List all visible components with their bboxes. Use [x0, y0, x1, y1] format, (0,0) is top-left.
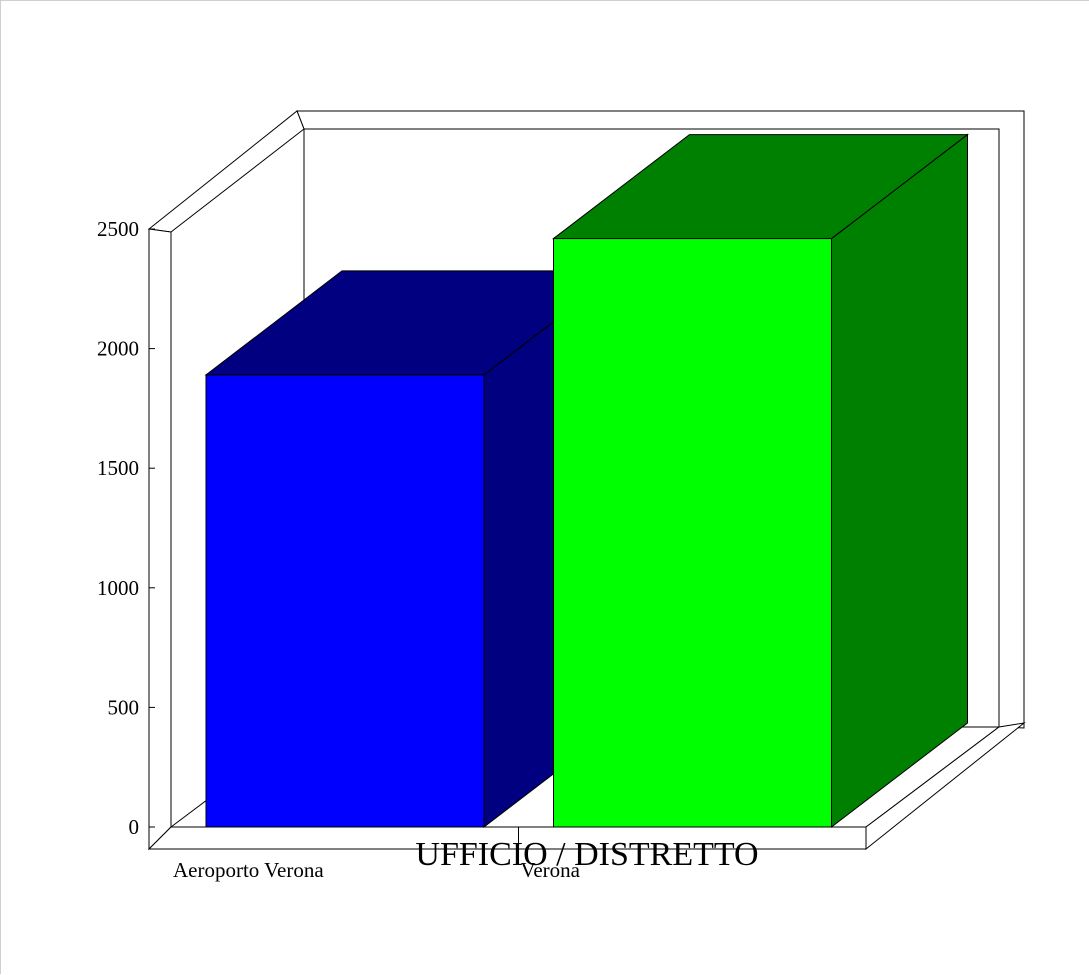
y-tick-label: 2000 — [97, 337, 139, 361]
bar-front — [205, 374, 485, 828]
x-axis-category-labels: Aeroporto Verona Verona — [173, 858, 581, 882]
bars — [204, 133, 969, 829]
left-wall-front-edge — [148, 228, 172, 851]
bar-front — [553, 238, 832, 828]
y-tick-label: 0 — [129, 815, 140, 839]
x-axis-title: UFFICIO / DISTRETTO — [415, 836, 758, 873]
left-wall-top-edge — [147, 110, 305, 233]
bar-side — [831, 133, 968, 829]
y-tick-label: 1500 — [97, 456, 139, 480]
y-tick-label: 500 — [108, 695, 140, 719]
category-label: Verona — [521, 858, 581, 882]
floor-side — [865, 722, 1026, 851]
bar-2 — [552, 133, 969, 829]
category-label: Aeroporto Verona — [173, 858, 324, 882]
y-tick-label: 2500 — [97, 217, 139, 241]
y-tick-label: 1000 — [97, 576, 139, 600]
y-axis-ticks: 0 500 1000 1500 2000 2500 — [97, 217, 155, 839]
